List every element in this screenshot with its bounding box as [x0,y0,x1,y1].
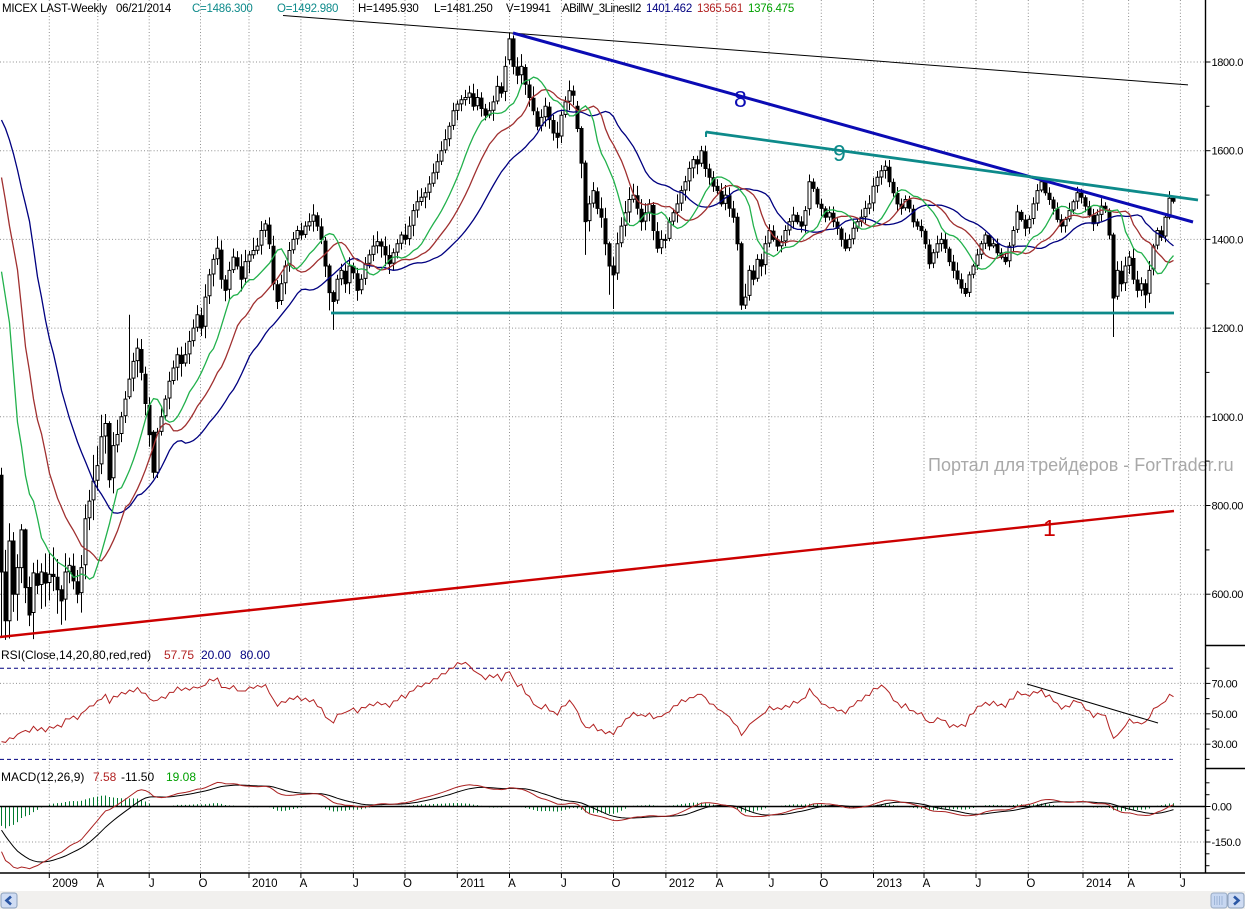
svg-text:8: 8 [734,86,747,112]
svg-text:O: O [819,878,828,890]
svg-text:1376.475: 1376.475 [748,3,794,15]
svg-text:30.00: 30.00 [1212,739,1238,751]
svg-text:800.00: 800.00 [1212,501,1244,513]
svg-text:J: J [769,878,775,890]
svg-text:2011: 2011 [460,878,485,890]
svg-text:1200.0: 1200.0 [1212,323,1244,335]
svg-text:J: J [149,878,155,890]
svg-text:-150.0: -150.0 [1212,837,1241,849]
svg-text:O: O [403,878,412,890]
svg-text:7.58: 7.58 [93,770,117,784]
svg-text:1401.462: 1401.462 [646,3,692,15]
svg-text:MICEX LAST-Weekly: MICEX LAST-Weekly [2,3,107,15]
svg-text:O: O [199,878,208,890]
svg-text:2013: 2013 [877,878,903,890]
svg-text:-11.50: -11.50 [121,770,154,784]
svg-text:1400.0: 1400.0 [1212,234,1244,246]
svg-text:O: O [612,878,621,890]
svg-text:2012: 2012 [669,878,695,890]
svg-text:J: J [353,878,359,890]
svg-text:50.00: 50.00 [1212,709,1238,721]
svg-text:C=1486.300: C=1486.300 [192,3,253,15]
svg-text:L=1481.250: L=1481.250 [434,3,493,15]
svg-text:A: A [716,878,724,890]
svg-text:0.00: 0.00 [1212,802,1232,814]
svg-text:H=1495.930: H=1495.930 [358,3,419,15]
svg-text:A: A [300,878,308,890]
svg-text:A: A [96,878,104,890]
svg-text:20.00: 20.00 [201,648,231,662]
svg-text:A: A [508,878,516,890]
svg-text:O: O [1026,878,1035,890]
svg-text:O=1492.980: O=1492.980 [277,3,338,15]
svg-text:1: 1 [1043,515,1056,541]
svg-text:9: 9 [833,140,846,166]
svg-text:Портал для трейдеров - ForTrad: Портал для трейдеров - ForTrader.ru [928,455,1234,475]
svg-text:2010: 2010 [252,878,278,890]
svg-text:A: A [923,878,931,890]
svg-text:V=19941: V=19941 [506,3,551,15]
svg-text:600.00: 600.00 [1212,589,1244,601]
svg-text:2009: 2009 [52,878,78,890]
svg-text:1000.0: 1000.0 [1212,412,1244,424]
svg-text:1365.561: 1365.561 [697,3,743,15]
svg-text:80.00: 80.00 [240,648,270,662]
svg-text:J: J [561,878,567,890]
svg-text:ABillW_3LinesII2: ABillW_3LinesII2 [562,3,641,15]
svg-text:1600.0: 1600.0 [1212,146,1244,158]
svg-text:RSI(Close,14,20,80,red,red): RSI(Close,14,20,80,red,red) [1,648,151,662]
svg-text:J: J [976,878,982,890]
svg-text:06/21/2014: 06/21/2014 [116,3,172,15]
svg-text:J: J [1180,878,1186,890]
svg-text:57.75: 57.75 [164,648,194,662]
svg-text:A: A [1127,878,1135,890]
svg-text:2014: 2014 [1086,878,1112,890]
svg-text:70.00: 70.00 [1212,678,1238,690]
svg-text:1800.0: 1800.0 [1212,57,1244,69]
svg-text:19.08: 19.08 [166,770,196,784]
svg-text:MACD(12,26,9): MACD(12,26,9) [1,770,84,784]
